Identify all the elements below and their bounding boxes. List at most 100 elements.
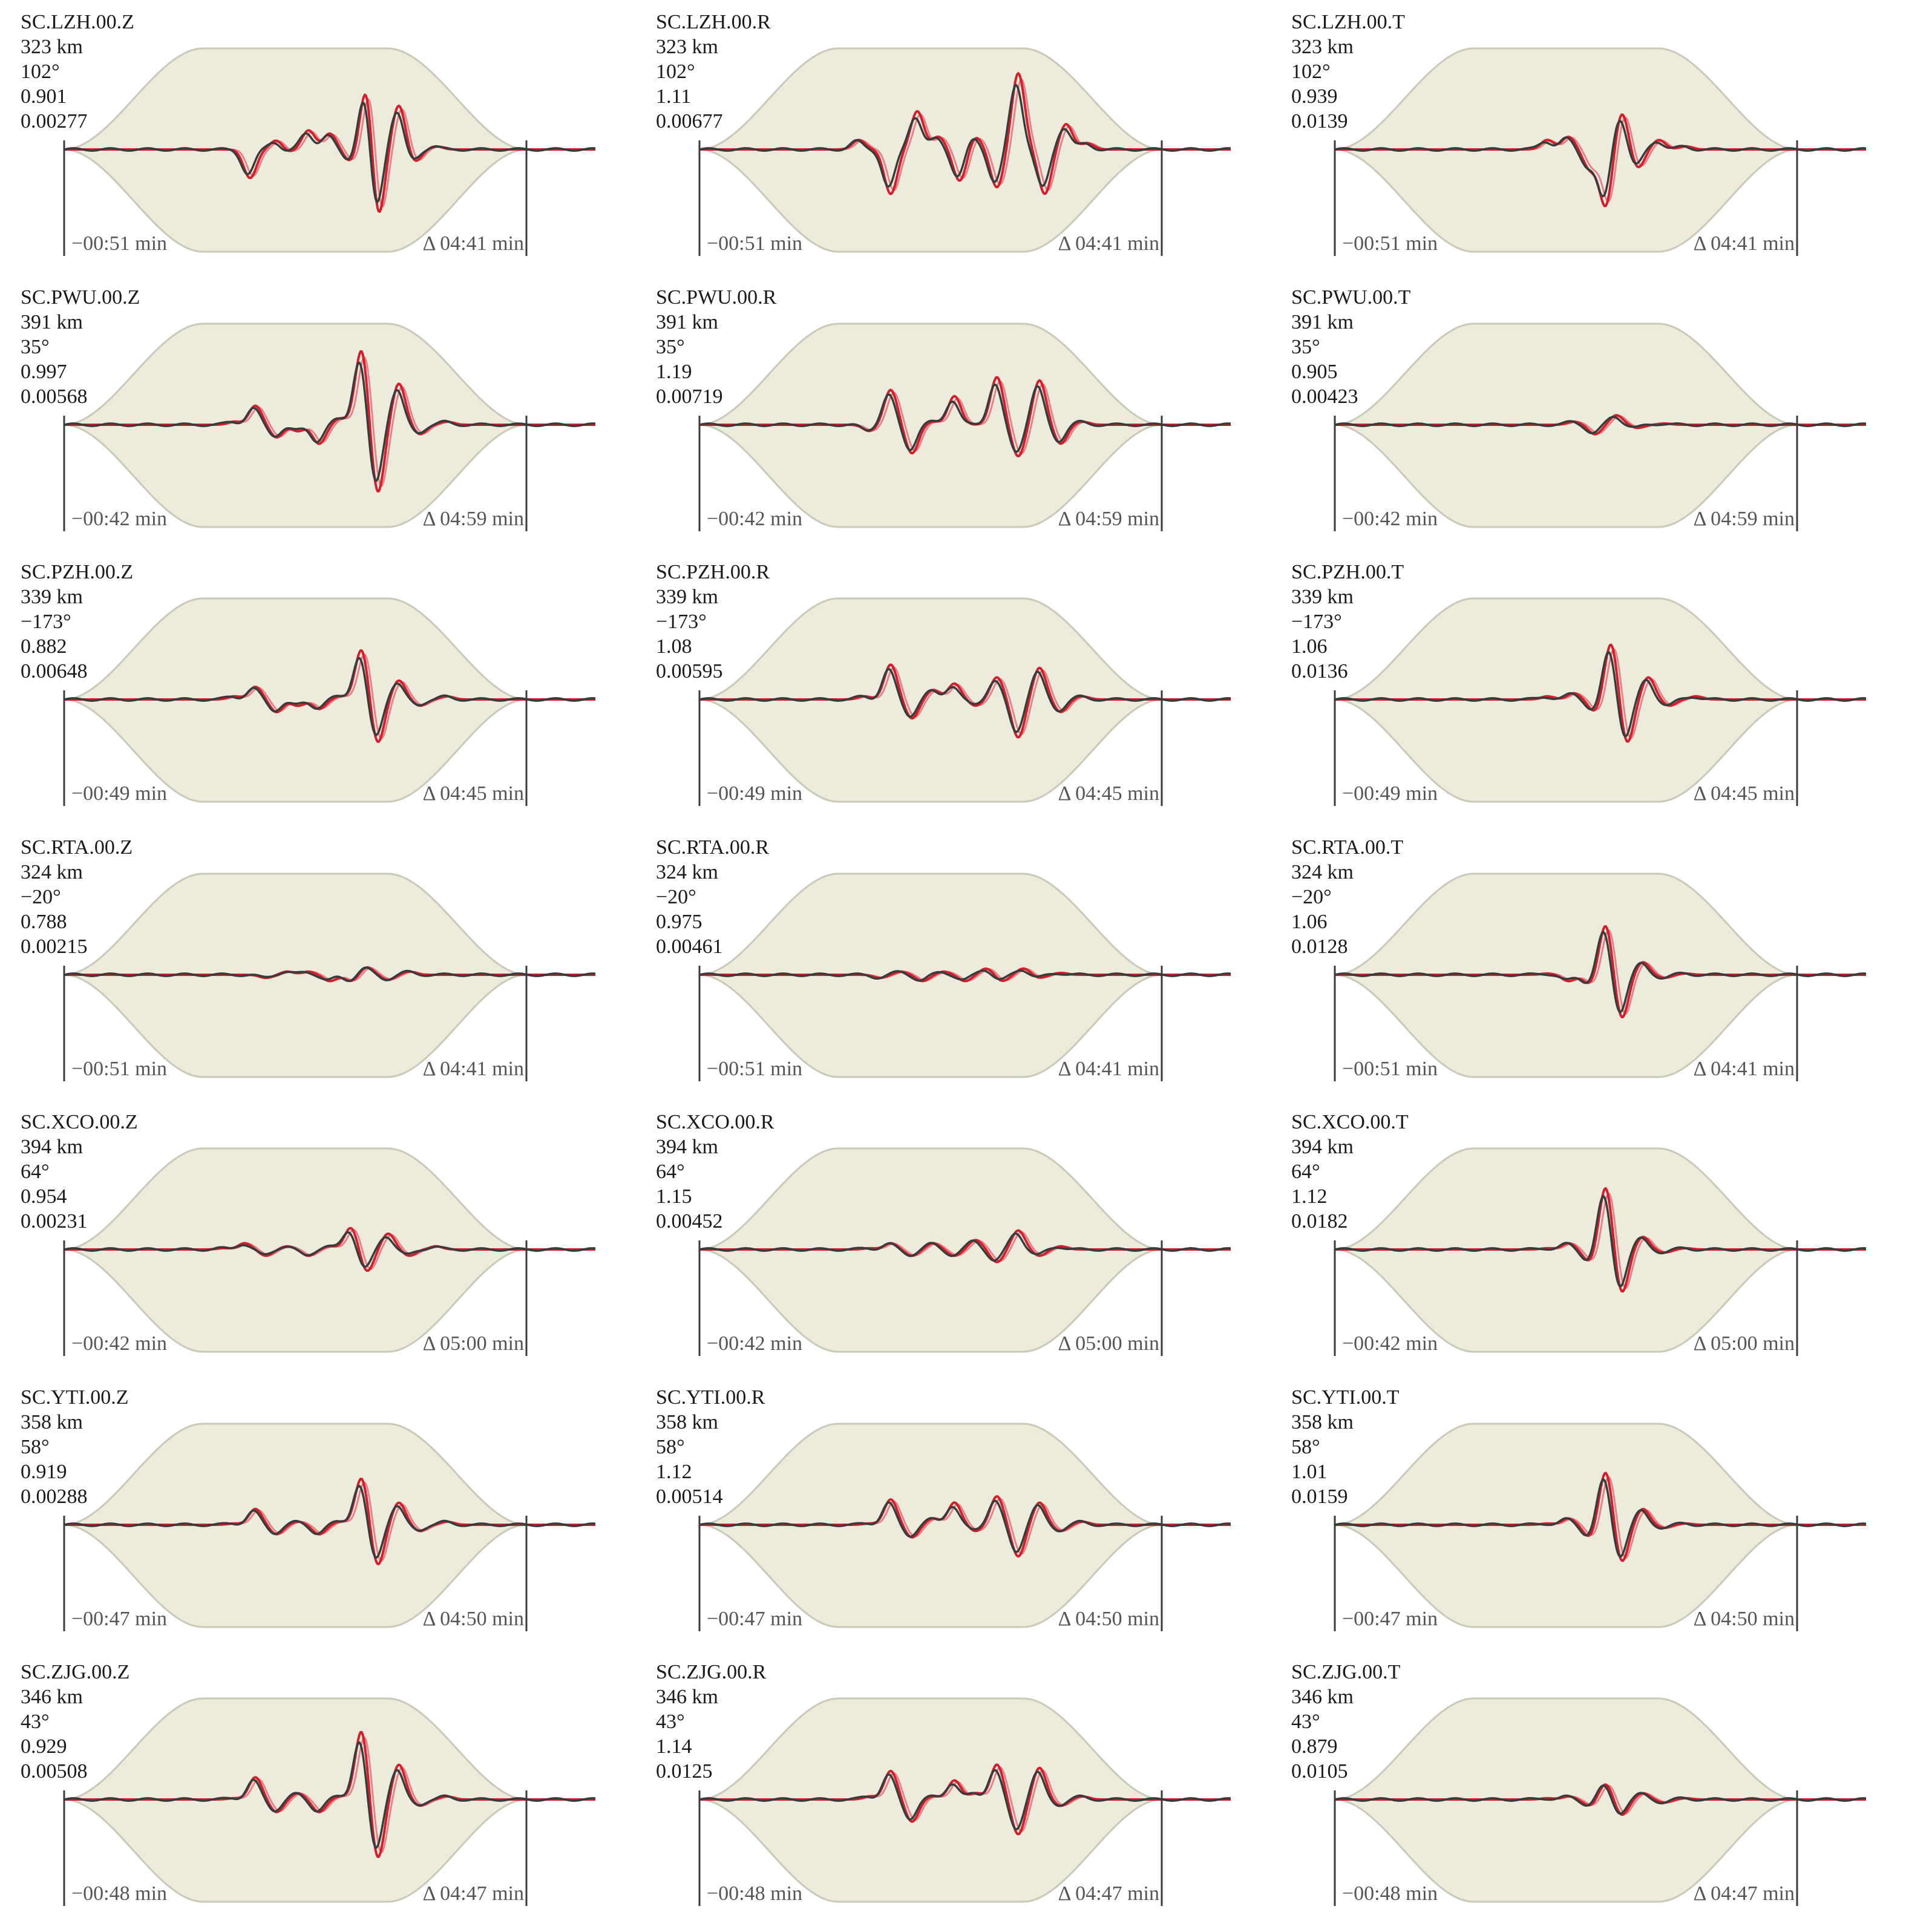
station-info: SC.PZH.00.R 339 km −173° 1.08 0.00595 bbox=[656, 560, 770, 684]
amplitude-ratio: 0.919 bbox=[21, 1460, 67, 1483]
peak-amplitude: 0.0105 bbox=[1291, 1760, 1348, 1783]
duration-label: Δ 04:41 min bbox=[1058, 1058, 1159, 1080]
station-distance: 346 km bbox=[1291, 1686, 1354, 1709]
duration-label: Δ 04:59 min bbox=[1058, 508, 1159, 530]
station-azimuth: −20° bbox=[1291, 885, 1332, 908]
amplitude-ratio: 0.901 bbox=[21, 85, 67, 108]
station-code: SC.YTI.00.Z bbox=[21, 1386, 129, 1409]
observed-trace bbox=[699, 383, 1231, 453]
duration-label: Δ 04:59 min bbox=[1694, 508, 1795, 530]
station-code: SC.LZH.00.T bbox=[1291, 11, 1405, 33]
waveform-panel: −00:42 min Δ 05:00 min SC.XCO.00.T 394 km 64… bbox=[1271, 1100, 1876, 1366]
station-code: SC.XCO.00.T bbox=[1291, 1111, 1409, 1134]
observed-trace bbox=[699, 668, 1231, 733]
station-info: SC.PWU.00.Z 391 km 35° 0.997 0.00568 bbox=[21, 285, 140, 409]
station-azimuth: 64° bbox=[656, 1161, 685, 1184]
station-code: SC.PZH.00.R bbox=[656, 561, 770, 584]
station-code: SC.RTA.00.R bbox=[656, 836, 769, 859]
observed-trace bbox=[699, 1499, 1231, 1553]
waveform-plot: −00:48 min Δ 04:47 min bbox=[63, 1697, 596, 1907]
peak-amplitude: 0.00277 bbox=[21, 110, 88, 133]
station-azimuth: 102° bbox=[656, 61, 695, 83]
station-azimuth: 35° bbox=[21, 335, 50, 358]
station-azimuth: 43° bbox=[1291, 1711, 1320, 1734]
amplitude-ratio: 0.879 bbox=[1291, 1735, 1338, 1758]
observed-trace bbox=[1334, 651, 1867, 738]
duration-label: Δ 04:45 min bbox=[423, 782, 524, 805]
observed-trace bbox=[64, 966, 596, 982]
observed-trace bbox=[1334, 415, 1867, 434]
waveform-panel: −00:42 min Δ 05:00 min SC.XCO.00.R 394 km 64… bbox=[635, 1100, 1240, 1366]
peak-amplitude: 0.0139 bbox=[1291, 110, 1348, 133]
duration-label: Δ 04:41 min bbox=[423, 1058, 524, 1080]
station-info: SC.LZH.00.Z 323 km 102° 0.901 0.00277 bbox=[21, 10, 134, 134]
station-code: SC.RTA.00.Z bbox=[21, 836, 133, 859]
waveform-panel: −00:47 min Δ 04:50 min SC.YTI.00.Z 358 km 58… bbox=[0, 1375, 605, 1642]
station-distance: 323 km bbox=[656, 36, 718, 58]
station-code: SC.XCO.00.Z bbox=[21, 1111, 138, 1134]
observed-trace bbox=[64, 101, 596, 203]
station-code: SC.ZJG.00.R bbox=[656, 1661, 767, 1684]
station-distance: 391 km bbox=[1291, 310, 1354, 333]
waveform-plot: −00:51 min Δ 04:41 min bbox=[698, 873, 1231, 1081]
duration-label: Δ 04:50 min bbox=[1694, 1608, 1795, 1630]
amplitude-ratio: 1.06 bbox=[1291, 910, 1328, 933]
station-distance: 324 km bbox=[1291, 860, 1354, 883]
start-time-label: −00:51 min bbox=[707, 232, 802, 255]
station-distance: 324 km bbox=[656, 860, 718, 883]
duration-label: Δ 04:47 min bbox=[423, 1882, 524, 1905]
station-code: SC.XCO.00.R bbox=[656, 1111, 775, 1134]
duration-label: Δ 04:47 min bbox=[1058, 1882, 1159, 1905]
amplitude-ratio: 1.14 bbox=[656, 1735, 692, 1758]
station-code: SC.ZJG.00.Z bbox=[21, 1661, 130, 1684]
peak-amplitude: 0.00677 bbox=[656, 110, 723, 133]
amplitude-ratio: 0.882 bbox=[21, 635, 67, 658]
waveform-plot: −00:47 min Δ 04:50 min bbox=[1334, 1423, 1867, 1631]
station-azimuth: −20° bbox=[21, 885, 61, 908]
station-info: SC.YTI.00.R 358 km 58° 1.12 0.00514 bbox=[656, 1385, 765, 1509]
peak-amplitude: 0.00514 bbox=[656, 1485, 723, 1508]
station-distance: 391 km bbox=[21, 310, 83, 333]
start-time-label: −00:51 min bbox=[71, 1058, 167, 1080]
station-info: SC.RTA.00.Z 324 km −20° 0.788 0.00215 bbox=[21, 835, 133, 959]
observed-trace bbox=[64, 361, 596, 482]
station-distance: 323 km bbox=[1291, 36, 1354, 58]
station-info: SC.XCO.00.R 394 km 64° 1.15 0.00452 bbox=[656, 1110, 775, 1234]
station-code: SC.YTI.00.R bbox=[656, 1386, 765, 1409]
station-distance: 339 km bbox=[1291, 586, 1354, 609]
station-azimuth: −173° bbox=[1291, 611, 1342, 634]
duration-label: Δ 04:41 min bbox=[1694, 1058, 1795, 1080]
peak-amplitude: 0.00719 bbox=[656, 385, 723, 408]
station-info: SC.PZH.00.T 339 km −173° 1.06 0.0136 bbox=[1291, 560, 1404, 684]
start-time-label: −00:42 min bbox=[71, 1332, 167, 1355]
duration-label: Δ 04:41 min bbox=[423, 232, 524, 255]
amplitude-ratio: 1.08 bbox=[656, 635, 692, 658]
waveform-panel: −00:49 min Δ 04:45 min SC.PZH.00.T 339 km −1… bbox=[1271, 550, 1876, 816]
station-azimuth: 102° bbox=[1291, 61, 1331, 83]
station-distance: 339 km bbox=[656, 586, 718, 609]
waveform-panel: −00:47 min Δ 04:50 min SC.YTI.00.T 358 km 58… bbox=[1271, 1375, 1876, 1642]
station-distance: 394 km bbox=[21, 1136, 83, 1159]
duration-label: Δ 04:41 min bbox=[1058, 232, 1159, 255]
amplitude-ratio: 0.975 bbox=[656, 910, 702, 933]
waveform-panel: −00:42 min Δ 04:59 min SC.PWU.00.T 391 km 35… bbox=[1271, 275, 1876, 542]
peak-amplitude: 0.0128 bbox=[1291, 935, 1348, 958]
waveform-panel: −00:51 min Δ 04:41 min SC.RTA.00.Z 324 km −2… bbox=[0, 825, 605, 1092]
waveform-plot: −00:48 min Δ 04:47 min bbox=[698, 1697, 1231, 1907]
duration-label: Δ 04:50 min bbox=[1058, 1608, 1159, 1630]
observed-trace bbox=[699, 84, 1231, 188]
waveform-plot: −00:42 min Δ 05:00 min bbox=[1334, 1147, 1867, 1357]
duration-label: Δ 04:45 min bbox=[1058, 782, 1159, 805]
start-time-label: −00:51 min bbox=[71, 232, 167, 255]
waveform-panel: −00:48 min Δ 04:47 min SC.ZJG.00.Z 346 km 43… bbox=[0, 1650, 605, 1916]
waveform-plot: −00:49 min Δ 04:45 min bbox=[1334, 597, 1867, 807]
station-code: SC.PWU.00.R bbox=[656, 286, 777, 309]
peak-amplitude: 0.0136 bbox=[1291, 660, 1348, 683]
station-distance: 358 km bbox=[1291, 1410, 1354, 1433]
waveform-plot: −00:42 min Δ 04:59 min bbox=[1334, 323, 1867, 531]
station-code: SC.ZJG.00.T bbox=[1291, 1661, 1401, 1684]
station-azimuth: −173° bbox=[21, 611, 71, 634]
waveform-panel: −00:51 min Δ 04:41 min SC.LZH.00.Z 323 km 10… bbox=[0, 0, 605, 266]
station-info: SC.RTA.00.T 324 km −20° 1.06 0.0128 bbox=[1291, 835, 1403, 959]
